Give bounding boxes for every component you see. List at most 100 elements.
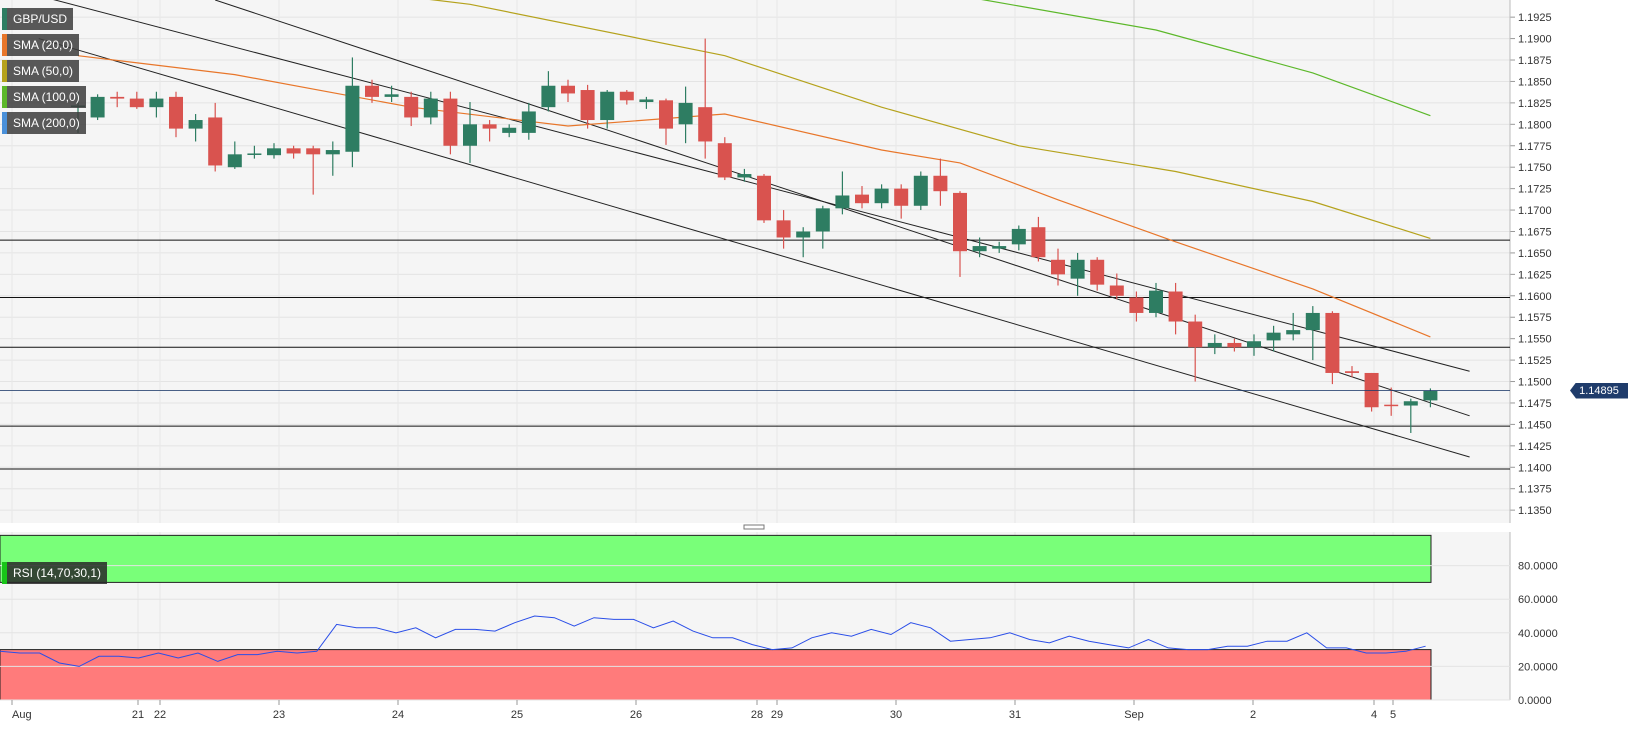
- candle-body: [502, 127, 517, 133]
- candle-body: [149, 98, 164, 108]
- x-tick-label: 21: [132, 709, 144, 721]
- rsi-oversold-zone: [0, 649, 1432, 701]
- candle-body: [169, 96, 183, 129]
- rsi-tick-label: 0.0000: [1518, 695, 1552, 707]
- rsi-tick-label: 60.0000: [1518, 594, 1558, 606]
- price-tick-label: 1.1425: [1518, 441, 1552, 453]
- x-tick-label: 4: [1371, 709, 1377, 721]
- candle-body: [992, 246, 1007, 249]
- price-tick-label: 1.1350: [1518, 505, 1552, 517]
- candle-body: [188, 120, 203, 129]
- x-tick-label: 24: [392, 709, 404, 721]
- legend-sma200[interactable]: SMA (200,0): [2, 112, 86, 134]
- candle-body: [521, 111, 536, 133]
- price-tick-label: 1.1475: [1518, 398, 1552, 410]
- candle-body: [423, 98, 438, 118]
- legend-symbol-swatch: [2, 8, 7, 30]
- candle-body: [717, 143, 732, 178]
- candle-body: [227, 154, 242, 168]
- x-tick-label: 30: [890, 709, 902, 721]
- candle-body: [1384, 404, 1399, 407]
- sma100-label: SMA (100,0): [13, 90, 80, 104]
- symbol-label: GBP/USD: [13, 12, 68, 26]
- price-pane-bg: [0, 0, 1510, 523]
- candle-body: [698, 107, 713, 142]
- candle-body: [286, 148, 301, 154]
- candle-body: [345, 85, 360, 152]
- candle-body: [90, 96, 105, 118]
- candle-body: [1266, 332, 1281, 341]
- candle-body: [1345, 371, 1359, 373]
- x-tick-label: 28: [751, 709, 763, 721]
- pane-resize-handle: [743, 524, 765, 530]
- candle-body: [874, 188, 889, 204]
- price-tick-label: 1.1850: [1518, 76, 1552, 88]
- candle-body: [639, 99, 654, 103]
- candle-body: [463, 124, 477, 146]
- legend-symbol[interactable]: GBP/USD: [2, 8, 74, 30]
- candle-body: [541, 85, 556, 108]
- price-tick-label: 1.1400: [1518, 462, 1552, 474]
- candle-body: [913, 175, 928, 206]
- candle-body: [1305, 312, 1320, 331]
- legend-sma50-swatch: [2, 60, 7, 82]
- candle-body: [737, 174, 752, 178]
- legend-sma20[interactable]: SMA (20,0): [2, 34, 80, 56]
- x-tick-label: 5: [1390, 709, 1396, 721]
- price-tick-label: 1.1700: [1518, 205, 1552, 217]
- candle-body: [1207, 342, 1222, 348]
- candle-body: [1149, 290, 1163, 313]
- price-tick-label: 1.1675: [1518, 226, 1552, 238]
- candle-body: [110, 96, 125, 99]
- rsi-tick-label: 40.0000: [1518, 628, 1558, 640]
- sma100-line: [981, 0, 1431, 117]
- x-tick-label: 29: [771, 709, 783, 721]
- candle-body: [757, 175, 771, 221]
- pane-divider: [0, 523, 1634, 532]
- candle-body: [1011, 228, 1026, 245]
- x-tick-label: 23: [273, 709, 285, 721]
- candle-body: [659, 100, 673, 129]
- x-tick-label: Aug: [12, 709, 32, 721]
- candle-body: [208, 117, 223, 166]
- candle-body: [1031, 227, 1046, 258]
- legend: GBP/USD SMA (20,0) SMA (50,0) SMA (100,0…: [2, 8, 86, 138]
- rsi-overbought-zone: [0, 534, 1432, 583]
- candle-body: [1403, 401, 1418, 406]
- candle-body: [1129, 297, 1144, 313]
- trend-channel-line: [53, 0, 1470, 372]
- rsi-tick-label: 20.0000: [1518, 661, 1558, 673]
- candle-body: [129, 98, 144, 108]
- candle-body: [1168, 291, 1183, 322]
- candle-body: [1247, 341, 1261, 348]
- price-tick-label: 1.1775: [1518, 141, 1552, 153]
- price-tick-label: 1.1650: [1518, 248, 1552, 260]
- candle-body: [619, 91, 634, 101]
- candle-body: [384, 94, 399, 97]
- x-tick-label: 31: [1009, 709, 1021, 721]
- price-tick-label: 1.1550: [1518, 334, 1552, 346]
- candle-body: [1423, 390, 1438, 401]
- legend-sma50[interactable]: SMA (50,0): [2, 60, 80, 82]
- legend-sma100[interactable]: SMA (100,0): [2, 86, 86, 108]
- legend-sma200-swatch: [2, 112, 7, 134]
- candle-body: [933, 175, 948, 192]
- rsi-legend[interactable]: RSI (14,70,30,1): [2, 562, 108, 584]
- price-tick-label: 1.1375: [1518, 484, 1552, 496]
- x-tick-label: 2: [1250, 709, 1256, 721]
- x-tick-label: 26: [630, 709, 642, 721]
- candle-body: [600, 91, 615, 121]
- price-tick-label: 1.1925: [1518, 12, 1552, 24]
- last-price-tag: 1.14895: [1570, 382, 1628, 399]
- candle-body: [1051, 259, 1065, 275]
- price-tick-label: 1.1800: [1518, 119, 1552, 131]
- candle-body: [972, 246, 987, 252]
- candle-body: [267, 148, 281, 156]
- candle-body: [815, 208, 830, 232]
- price-tick-label: 1.1450: [1518, 419, 1552, 431]
- rsi-label: RSI (14,70,30,1): [13, 566, 102, 580]
- price-tick-label: 1.1725: [1518, 184, 1552, 196]
- sma20-label: SMA (20,0): [13, 38, 74, 52]
